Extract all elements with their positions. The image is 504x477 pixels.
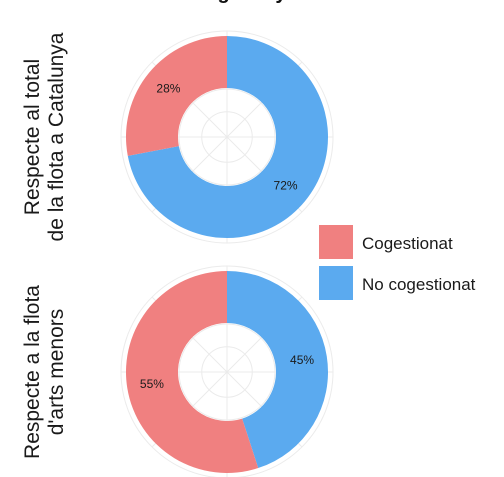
row-label-line: d'arts menors (45, 309, 68, 436)
row-label-line: Respecte a la flota (21, 285, 44, 459)
row-label-line: Respecte al total (21, 59, 44, 215)
slice-no-cogestionat (127, 36, 329, 238)
inner-grid-ring (178, 323, 276, 421)
slice-no-cogestionat (227, 271, 329, 469)
data-label: 45% (290, 353, 314, 367)
donut-chart-1: 72% 28% Respecte al totalde la flota a Cat… (21, 30, 334, 244)
legend-label: Cogestionat (362, 234, 453, 253)
chart-title: …g… …y… (0, 0, 504, 8)
donut-chart-2: 45% 55% Respecte a la flotad'arts menors (21, 265, 334, 477)
row-label-line: de la flota a Catalunya (45, 32, 68, 241)
inner-grid-ring (178, 88, 276, 186)
legend-swatch (319, 225, 353, 259)
data-label: 55% (140, 377, 164, 391)
legend: Cogestionat No cogestionat (319, 225, 476, 300)
data-label: 28% (156, 82, 180, 96)
slice-cogestionat (126, 271, 259, 473)
legend-label: No cogestionat (362, 275, 476, 294)
row-label: Respecte al totalde la flota a Catalunya (21, 32, 68, 241)
legend-swatch (319, 266, 353, 300)
data-label: 72% (274, 178, 298, 192)
slice-cogestionat (126, 36, 227, 156)
row-label: Respecte a la flotad'arts menors (21, 285, 68, 459)
